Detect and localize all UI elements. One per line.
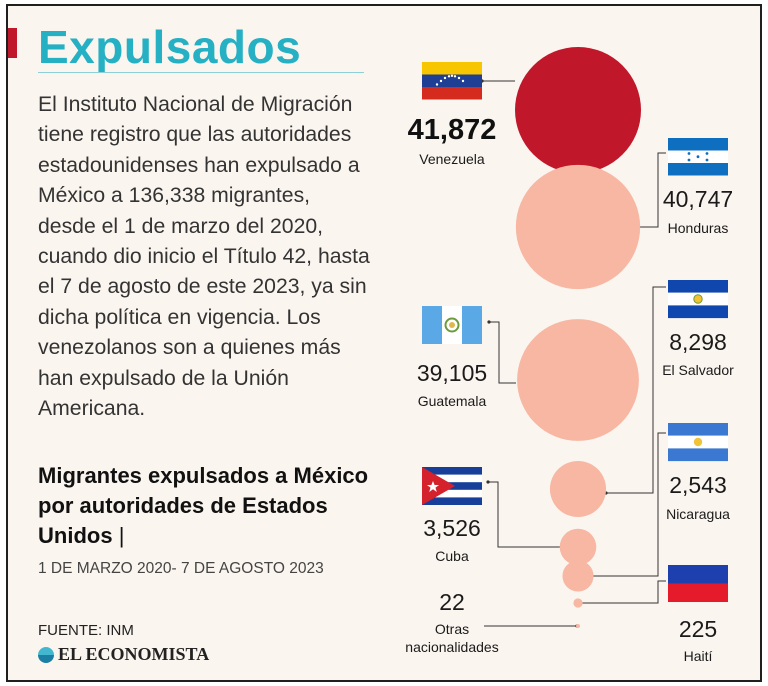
value-label-nicaragua: 2,543: [669, 472, 727, 498]
chart-subtitle: Migrantes expulsados a México por autori…: [38, 461, 378, 551]
bubble-otras-nacionalidades: [576, 624, 580, 628]
bubble-el-salvador: [549, 460, 607, 518]
flag-honduras-icon: [668, 138, 728, 176]
flag-el-salvador-icon: [668, 280, 728, 319]
flag-venezuela-icon: [422, 62, 482, 100]
bubble-guatemala: [517, 319, 639, 441]
value-label-haiti: 225: [679, 616, 717, 642]
bubble-nicaragua: [562, 560, 594, 592]
flag-haiti-icon: [668, 565, 728, 602]
flags: [422, 62, 728, 602]
value-label-otras-nacionalidades: 22: [439, 589, 465, 615]
leader-guatemala: [489, 321, 516, 384]
data-labels: 41,872 Venezuela 40,747 Honduras 39,105 Guate…: [405, 114, 734, 664]
source-note: FUENTE: INM: [38, 622, 134, 639]
value-label-el-salvador: 8,298: [669, 329, 727, 355]
bubble-cuba: [559, 528, 597, 566]
brand-globe-icon: [38, 646, 54, 663]
bubble-venezuela: [515, 47, 641, 173]
flag-guatemala-icon: [422, 306, 482, 344]
value-label-cuba: 3,526: [423, 515, 481, 541]
chart-subtitle-text: Migrantes expulsados a México por autori…: [38, 463, 369, 548]
subtitle-separator: |: [118, 523, 125, 548]
leader-haiti: [580, 580, 666, 604]
category-label-honduras: Honduras: [668, 220, 729, 236]
brand-logo: EL ECONOMISTA: [38, 644, 209, 665]
bubble-honduras: [515, 164, 641, 290]
category-label-venezuela: Venezuela: [419, 151, 485, 167]
date-range: 1 DE MARZO 2020- 7 DE AGOSTO 2023: [38, 560, 324, 577]
intro-paragraph: El Instituto Nacional de Migración tiene…: [38, 93, 370, 421]
category-label-otras-nacionalidades: Otras nacionalidades: [405, 621, 498, 655]
leader-dot-guatemala: [487, 320, 491, 324]
accent-bar: [8, 28, 17, 58]
page-title: Expulsados: [38, 21, 302, 73]
value-label-guatemala: 39,105: [417, 360, 487, 386]
value-label-venezuela: 41,872: [408, 114, 497, 146]
bubbles: [515, 47, 641, 628]
category-label-nicaragua: Nicaragua: [666, 506, 730, 522]
category-label-haiti: Haití: [684, 648, 713, 664]
flag-nicaragua-icon: [668, 423, 728, 462]
leader-el-salvador: [606, 286, 666, 494]
value-label-honduras: 40,747: [663, 186, 733, 212]
leader-cuba: [488, 481, 567, 548]
flag-cuba-icon: [422, 467, 482, 505]
title-divider: [38, 72, 364, 73]
brand-name: EL ECONOMISTA: [58, 644, 210, 664]
leader-honduras: [636, 152, 666, 228]
category-label-cuba: Cuba: [435, 548, 469, 564]
leader-dot-cuba: [486, 480, 490, 484]
leader-nicaragua: [587, 432, 666, 577]
category-label-el-salvador: El Salvador: [662, 362, 734, 378]
category-label-guatemala: Guatemala: [418, 393, 487, 409]
bubble-haiti: [573, 598, 583, 608]
